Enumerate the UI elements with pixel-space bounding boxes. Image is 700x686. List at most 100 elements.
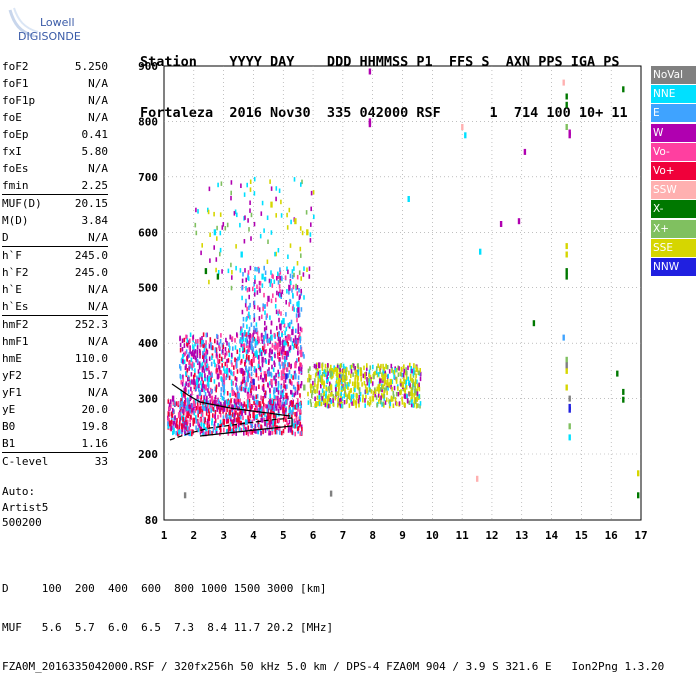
trace-pixel xyxy=(213,400,216,405)
trace-pixel xyxy=(215,257,218,262)
trace-pixel xyxy=(327,363,329,368)
trace-pixel xyxy=(239,330,242,336)
trace-pixel xyxy=(205,411,208,416)
trace-pixel xyxy=(417,403,419,408)
trace-pixel xyxy=(216,225,218,231)
data-point-w xyxy=(282,345,285,352)
trace-pixel xyxy=(414,381,417,386)
trace-pixel xyxy=(411,394,413,400)
trace-pixel xyxy=(299,246,302,252)
trace-pixel xyxy=(295,339,298,345)
trace-pixel xyxy=(183,403,185,409)
trace-pixel xyxy=(402,372,405,378)
trace-pixel xyxy=(214,425,216,430)
data-point-sse xyxy=(637,470,640,477)
data-point-sse xyxy=(327,395,330,402)
trace-pixel xyxy=(382,384,384,389)
trace-pixel xyxy=(196,394,199,400)
trace-pixel xyxy=(168,402,171,407)
trace-pixel xyxy=(203,399,205,404)
trace-pixel xyxy=(264,403,267,409)
trace-pixel xyxy=(393,374,395,380)
trace-pixel xyxy=(309,399,312,404)
trace-pixel xyxy=(186,419,189,425)
trace-pixel xyxy=(332,373,334,378)
trace-pixel xyxy=(354,400,357,405)
trace-pixel xyxy=(186,425,189,431)
trace-pixel xyxy=(223,407,226,412)
trace-pixel xyxy=(326,374,328,380)
trace-pixel xyxy=(255,322,258,327)
trace-pixel xyxy=(258,410,261,415)
trace-pixel xyxy=(202,332,205,337)
trace-pixel xyxy=(266,404,268,409)
trace-pixel xyxy=(379,387,381,392)
trace-pixel xyxy=(182,374,184,380)
trace-pixel xyxy=(277,248,280,253)
trace-pixel xyxy=(269,431,271,436)
data-point-nne xyxy=(225,367,228,374)
trace-pixel xyxy=(240,415,242,420)
trace-pixel xyxy=(275,297,277,303)
trace-pixel xyxy=(220,333,222,338)
trace-pixel xyxy=(205,343,207,349)
trace-pixel xyxy=(247,394,249,400)
trace-pixel xyxy=(382,401,385,406)
trace-pixel xyxy=(258,407,260,413)
trace-pixel xyxy=(401,400,404,405)
trace-pixel xyxy=(242,415,244,421)
parameter-name: foEp xyxy=(2,128,29,141)
data-point-e xyxy=(246,376,249,383)
trace-pixel xyxy=(212,345,214,351)
parameter-row: foEs N/A xyxy=(2,160,108,177)
trace-pixel xyxy=(374,392,376,398)
trace-pixel xyxy=(291,274,294,279)
trace-pixel xyxy=(271,283,274,288)
trace-pixel xyxy=(278,188,281,193)
trace-pixel xyxy=(204,402,207,408)
trace-pixel xyxy=(380,378,382,383)
x-tick-label: 10 xyxy=(426,529,439,542)
trace-pixel xyxy=(261,283,264,288)
trace-pixel xyxy=(295,414,298,420)
trace-pixel xyxy=(350,373,352,379)
trace-pixel xyxy=(300,288,302,294)
trace-pixel xyxy=(394,368,397,373)
trace-pixel xyxy=(398,366,400,371)
trace-pixel xyxy=(209,337,212,342)
trace-pixel xyxy=(188,360,190,366)
trace-pixel xyxy=(294,412,296,417)
trace-pixel xyxy=(265,377,267,382)
trace-pixel xyxy=(356,380,359,385)
trace-pixel xyxy=(167,421,169,426)
parameter-row: hmF1 N/A xyxy=(2,333,108,350)
trace-pixel xyxy=(285,326,288,332)
trace-pixel xyxy=(292,326,294,331)
trace-pixel xyxy=(288,426,290,432)
trace-pixel xyxy=(249,406,251,411)
trace-pixel xyxy=(213,211,215,217)
trace-pixel xyxy=(297,346,299,351)
trace-pixel xyxy=(376,366,378,371)
trace-pixel xyxy=(346,394,349,399)
trace-pixel xyxy=(345,392,347,397)
trace-pixel xyxy=(256,335,259,340)
trace-pixel xyxy=(187,400,189,405)
trace-pixel xyxy=(209,232,211,237)
trace-pixel xyxy=(249,333,251,338)
trace-pixel xyxy=(236,417,238,422)
header-values: Fortaleza 2016 Nov30 335 042000 RSF 1 71… xyxy=(140,105,628,121)
trace-pixel xyxy=(279,430,281,435)
trace-pixel xyxy=(358,390,361,395)
trace-pixel xyxy=(391,379,393,384)
trace-pixel xyxy=(213,245,215,250)
trace-pixel xyxy=(218,345,221,350)
trace-pixel xyxy=(277,271,279,277)
trace-pixel xyxy=(316,388,318,394)
parameter-row: h`F2 245.0 xyxy=(2,264,108,281)
trace-pixel xyxy=(217,270,220,275)
data-point-vo- xyxy=(210,395,214,402)
trace-pixel xyxy=(357,372,359,377)
data-point-x- xyxy=(565,93,568,100)
trace-pixel xyxy=(280,199,282,205)
